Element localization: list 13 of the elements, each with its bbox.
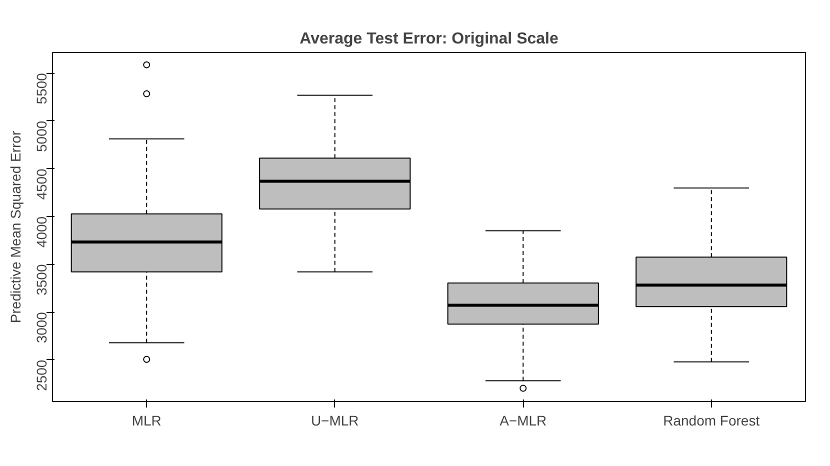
- chart-title: Average Test Error: Original Scale: [300, 30, 558, 48]
- y-tick-label: 4500: [34, 168, 50, 200]
- y-axis-title: Predictive Mean Squared Error: [8, 130, 24, 324]
- y-tick-label: 3000: [34, 312, 50, 344]
- y-tick-label: 5000: [34, 120, 50, 152]
- x-tick-label: A−MLR: [500, 412, 547, 428]
- x-tick-label: Random Forest: [663, 412, 760, 428]
- x-tick-label: U−MLR: [310, 412, 359, 428]
- y-tick-label: 5500: [34, 72, 50, 104]
- y-tick-label: 3500: [34, 264, 50, 296]
- x-tick-label: MLR: [132, 412, 162, 428]
- y-tick-label: 2500: [34, 360, 50, 391]
- y-tick-label: 4000: [34, 216, 50, 248]
